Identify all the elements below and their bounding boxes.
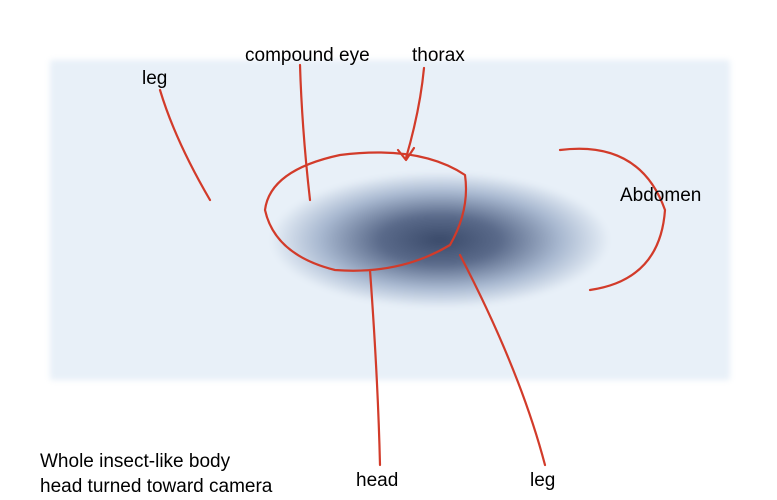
label-thorax: thorax — [412, 45, 465, 67]
diagram-container: leg compound eye thorax Abdomen head leg… — [0, 0, 777, 500]
label-leg-bottom: leg — [530, 470, 555, 492]
caption-line1: Whole insect-like body — [40, 450, 272, 475]
label-compound-eye: compound eye — [245, 45, 370, 67]
label-abdomen: Abdomen — [620, 185, 701, 207]
label-head: head — [356, 470, 398, 492]
caption-line2: head turned toward camera — [40, 475, 272, 500]
label-leg-top: leg — [142, 68, 167, 90]
background-photo — [50, 60, 730, 380]
caption: Whole insect-like body head turned towar… — [40, 450, 272, 499]
